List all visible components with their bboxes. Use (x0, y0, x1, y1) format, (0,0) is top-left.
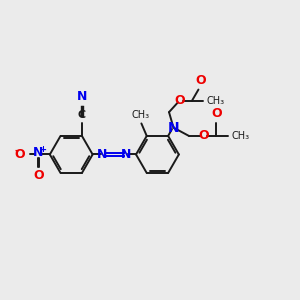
Text: CH₃: CH₃ (232, 131, 250, 141)
Text: N: N (168, 121, 179, 135)
Text: O: O (14, 148, 25, 161)
Text: C: C (78, 110, 86, 120)
Text: N: N (77, 90, 87, 103)
Text: O: O (33, 169, 44, 182)
Text: CH₃: CH₃ (207, 96, 225, 106)
Text: N: N (97, 148, 107, 161)
Text: N: N (121, 148, 132, 161)
Text: N: N (33, 146, 44, 160)
Text: +: + (39, 145, 46, 154)
Text: CH₃: CH₃ (131, 110, 149, 120)
Text: O: O (198, 129, 208, 142)
Text: O: O (195, 74, 206, 87)
Text: O: O (212, 107, 222, 121)
Text: -: - (14, 146, 19, 156)
Text: O: O (174, 94, 185, 107)
